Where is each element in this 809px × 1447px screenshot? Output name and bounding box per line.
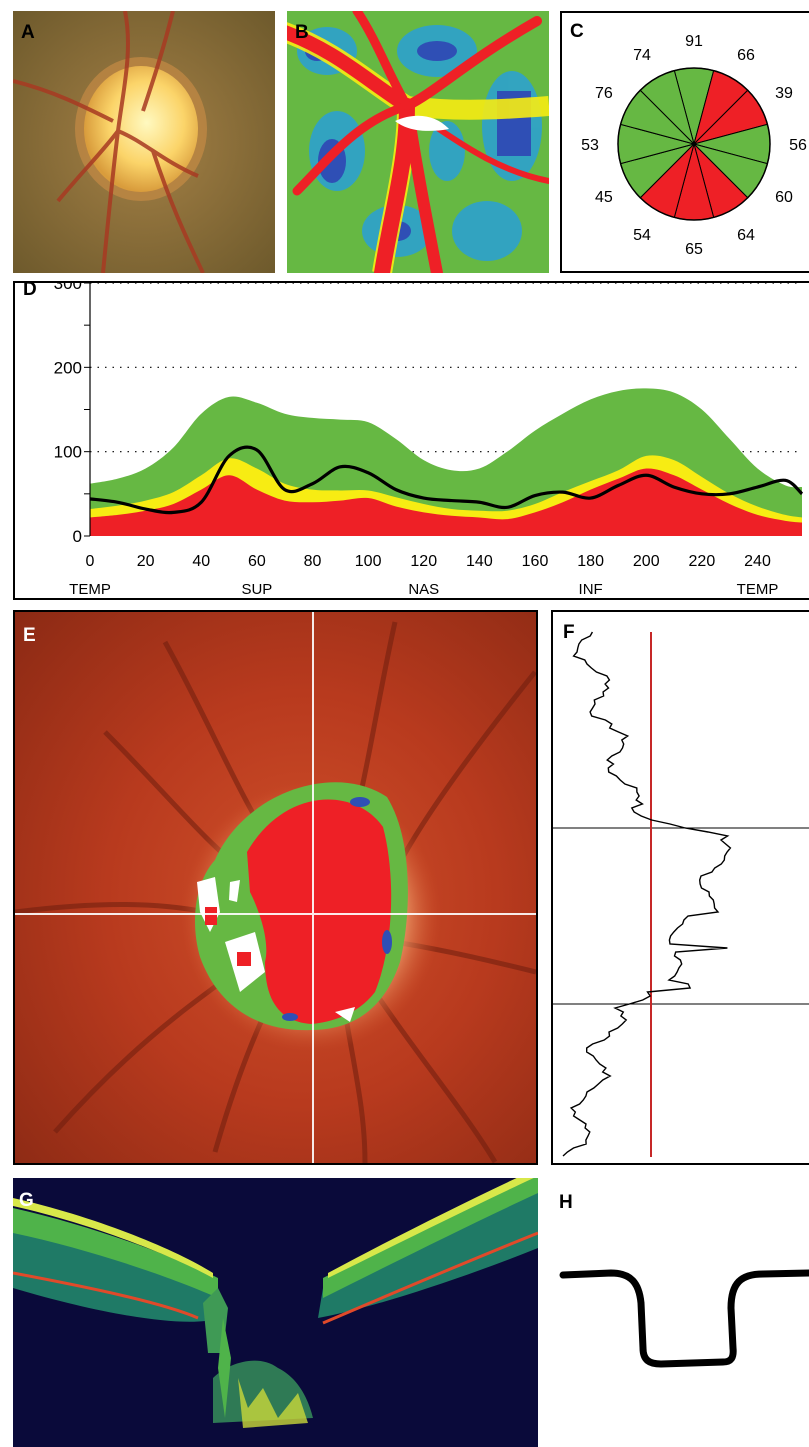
region-label: NAS bbox=[408, 581, 439, 598]
pie-outline bbox=[617, 67, 771, 221]
depth-map: B bbox=[287, 11, 549, 273]
region-label: INF bbox=[579, 581, 603, 598]
panel-label-c: C bbox=[570, 21, 584, 42]
region-label: SUP bbox=[241, 581, 272, 598]
pie-sector-label: 74 bbox=[633, 47, 651, 64]
y-tick-label: 0 bbox=[73, 527, 82, 546]
sector-pie-chart: 91 66 39 56 60 64 65 54 45 53 76 74 bbox=[581, 33, 807, 258]
x-tick-label: 180 bbox=[577, 553, 604, 570]
x-tick-label: 140 bbox=[466, 553, 493, 570]
pie-sector-label: 65 bbox=[685, 241, 703, 258]
pie-sector-label: 91 bbox=[685, 33, 703, 50]
pie-sector-label: 39 bbox=[775, 85, 793, 102]
panel-c: C 91 66 39 56 60 64 65 54 45 53 76 74 bbox=[560, 11, 809, 273]
x-tick-label: 160 bbox=[522, 553, 549, 570]
panel-label-d: D bbox=[23, 279, 37, 300]
x-tick-label: 40 bbox=[192, 553, 210, 570]
panel-label-b: B bbox=[295, 22, 309, 43]
panel-a: A bbox=[13, 11, 275, 273]
tsnit-chart: 0 100 200 300 0 20 40 60 80 100 120 140 160 180 200 220… bbox=[54, 283, 804, 598]
panel-label-a: A bbox=[21, 22, 35, 43]
panel-d: D 0 100 200 300 0 20 40 60 80 100 120 140 160 180 200 2… bbox=[13, 279, 809, 600]
x-tick-label: 20 bbox=[137, 553, 155, 570]
fundus-photo: A bbox=[13, 11, 275, 273]
y-tick-label: 300 bbox=[54, 283, 82, 293]
pie-sector-label: 76 bbox=[595, 85, 613, 102]
panel-h: H bbox=[551, 1178, 809, 1447]
pie-sector-label: 56 bbox=[789, 137, 807, 154]
region-label: TEMP bbox=[737, 581, 779, 598]
reflectance-profile bbox=[553, 631, 809, 1157]
x-tick-label: 240 bbox=[744, 553, 771, 570]
panel-b: B bbox=[287, 11, 549, 273]
panel-label-h: H bbox=[559, 1192, 573, 1213]
panel-label-f: F bbox=[563, 622, 575, 643]
normative-band-red bbox=[90, 468, 802, 536]
pie-sector-label: 66 bbox=[737, 47, 755, 64]
pie-sector-label: 60 bbox=[775, 189, 793, 206]
x-tick-label: 60 bbox=[248, 553, 266, 570]
y-tick-label: 100 bbox=[54, 443, 82, 462]
measured-thickness-line bbox=[89, 445, 804, 515]
region-label: TEMP bbox=[69, 581, 111, 598]
x-tick-label: 220 bbox=[689, 553, 716, 570]
pie-sector-label: 45 bbox=[595, 189, 613, 206]
profile-trace bbox=[562, 631, 732, 1157]
cup-contour bbox=[559, 1269, 809, 1368]
x-tick-label: 80 bbox=[304, 553, 322, 570]
panel-e: E bbox=[13, 610, 538, 1165]
x-tick-label: 120 bbox=[410, 553, 437, 570]
pie-sector-label: 64 bbox=[737, 227, 755, 244]
pie-sector-label: 54 bbox=[633, 227, 651, 244]
pie-sector-label: 53 bbox=[581, 137, 599, 154]
panel-f: F bbox=[551, 610, 809, 1165]
y-tick-label: 200 bbox=[54, 358, 82, 377]
panel-label-e: E bbox=[23, 625, 36, 646]
panel-g: G bbox=[13, 1178, 538, 1447]
cup-profile-line bbox=[559, 1269, 809, 1368]
x-tick-label: 200 bbox=[633, 553, 660, 570]
x-tick-label: 100 bbox=[355, 553, 382, 570]
oct-bscan: G bbox=[13, 1178, 538, 1447]
x-tick-label: 0 bbox=[86, 553, 95, 570]
panel-label-g: G bbox=[19, 1190, 34, 1211]
slo-image: E bbox=[15, 612, 536, 1163]
